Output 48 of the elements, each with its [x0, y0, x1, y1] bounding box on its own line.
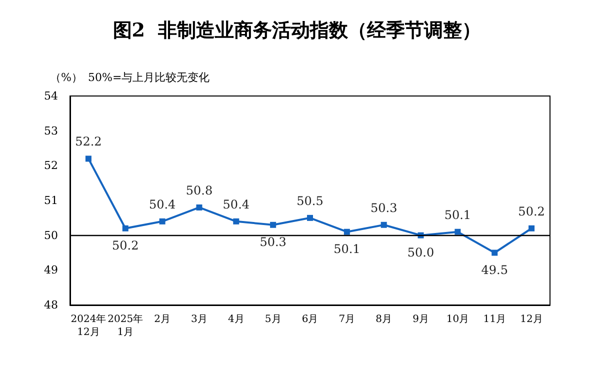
point	[196, 204, 202, 210]
x-tick-label: 5月	[264, 314, 282, 325]
x-tick-label: 2024年 12月	[70, 313, 106, 338]
point	[528, 225, 535, 232]
x-tick-label: 2月	[154, 314, 170, 325]
y-tick-label: 52	[44, 159, 58, 172]
point	[233, 218, 240, 224]
data-label: 50.2	[518, 204, 545, 218]
data-label: 50.1	[334, 242, 360, 256]
x-tick-label: 8月	[376, 314, 392, 325]
data-label: 52.2	[75, 134, 102, 149]
point	[454, 228, 461, 235]
data-label: 50.3	[260, 234, 286, 249]
x-tick-label: 4月	[228, 314, 244, 325]
x-tick-label: 6月	[302, 314, 318, 325]
x-tick-label: 12月	[520, 314, 543, 325]
point	[85, 156, 92, 162]
data-label: 50.0	[407, 245, 434, 260]
y-tick-label: 49	[44, 264, 58, 277]
data-label: 50.5	[296, 194, 324, 208]
x-tick-label: 10月	[446, 314, 470, 325]
y-tick-label: 54	[44, 90, 58, 102]
y-tick-label: 51	[44, 194, 58, 207]
x-tick-label: 9月	[412, 314, 429, 325]
y-tick-label: 53	[44, 124, 58, 138]
point	[307, 214, 313, 221]
x-tick-label: 11月	[483, 314, 506, 325]
y-axis-title: （%）	[50, 71, 82, 84]
point	[492, 250, 498, 256]
text: 50%=与上月比较无变化	[88, 71, 210, 84]
data-label: 50.4	[222, 197, 250, 212]
x-tick-label: 2025年 1月	[108, 313, 144, 338]
point	[344, 228, 350, 235]
point	[380, 222, 387, 228]
point	[122, 225, 128, 232]
y-tick-label: 48	[44, 298, 58, 312]
data-label: 50.3	[370, 200, 398, 215]
point	[270, 222, 276, 228]
x-tick-label: 7月	[338, 314, 356, 325]
data-label: 50.4	[148, 197, 176, 212]
data-label: 50.8	[186, 183, 213, 198]
x-tick-label: 3月	[191, 314, 208, 325]
data-label: 50.1	[444, 208, 472, 222]
data-label: 49.5	[481, 262, 508, 277]
data-label: 50.2	[112, 238, 139, 252]
y-tick-label: 50	[44, 228, 58, 242]
chart-title: 图2 非制造业商务活动指数（经季节调整）	[112, 20, 482, 42]
point	[159, 218, 166, 224]
